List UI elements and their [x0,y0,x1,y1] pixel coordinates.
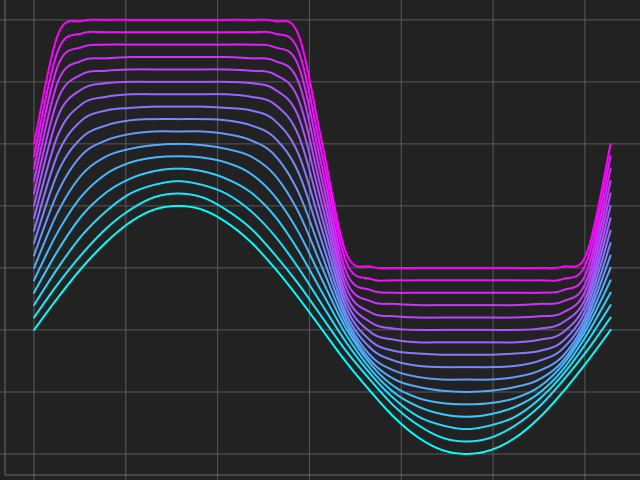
line-series [32,192,612,443]
lines [32,18,612,455]
line-series [32,167,612,418]
line-series [32,142,612,393]
line-series [32,105,612,356]
line-series [32,204,612,455]
line-series [32,30,612,282]
line-series [32,18,612,270]
line-series [32,93,612,344]
line-series [32,43,612,294]
line-series [32,117,612,369]
line-series [32,130,612,381]
line-series [32,55,612,307]
line-series [32,80,612,332]
line-series [32,155,612,406]
line-series [32,180,612,431]
line-series [32,68,612,319]
